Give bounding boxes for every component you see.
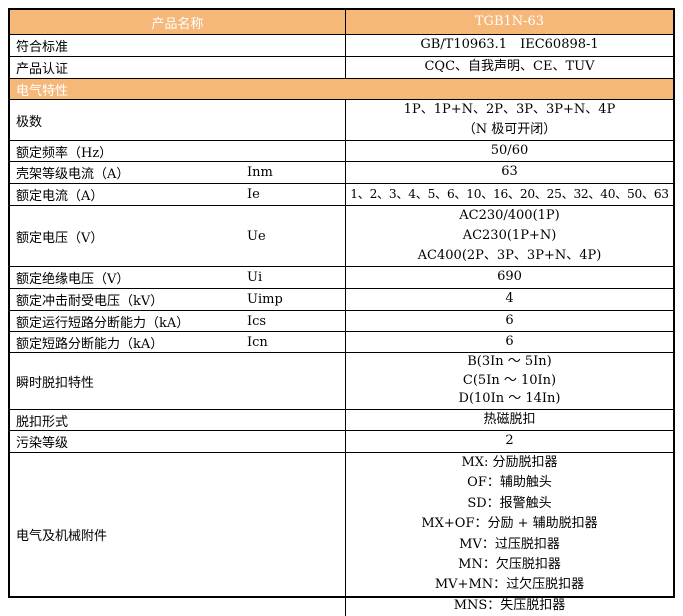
row-label: 额定运行短路分断能力（kA） Ics	[10, 311, 346, 331]
symbol-uimp: Uimp	[247, 292, 283, 307]
product-model: TGB1N-63	[474, 13, 545, 29]
row-value-line: D(10In ～ 14In)	[458, 391, 561, 407]
row-standard: 符合标准 GB/T10963.1 IEC60898-1	[10, 35, 673, 57]
row-frequency: 额定频率（Hz） 50/60	[10, 141, 673, 162]
row-value-line: （N 极可开闭）	[462, 121, 557, 137]
row-label-text: 额定电流（A）	[16, 189, 104, 204]
row-trip-type: 脱扣形式 热磁脱扣	[10, 410, 673, 431]
row-value: CQC、自我声明、CE、TUV	[424, 59, 595, 75]
row-label: 污染等级	[10, 431, 346, 452]
symbol-icn: Icn	[247, 334, 268, 350]
row-label: 符合标准	[10, 35, 346, 56]
row-label-text: 额定短路分断能力（kA）	[16, 336, 164, 352]
row-value-line: OF：辅助触头	[467, 475, 552, 491]
row-label-text: 壳架等级电流（A）	[16, 167, 130, 182]
row-label: 额定电流（A） Ie	[10, 184, 346, 205]
row-value-line: 1P、1P+N、2P、3P、3P+N、4P	[403, 101, 616, 117]
row-value-line: AC230/400(1P)	[459, 207, 560, 223]
row-value-line: MNS：失压脱扣器	[453, 597, 566, 613]
row-value-line: C(5In ～ 10In)	[462, 372, 557, 388]
row-value-line: MN：欠压脱扣器	[458, 556, 561, 572]
row-value: GB/T10963.1 IEC60898-1	[420, 37, 599, 53]
row-insulation-voltage: 额定绝缘电压（V） Ui 690	[10, 267, 673, 289]
row-value: 6	[505, 312, 514, 328]
row-certification: 产品认证 CQC、自我声明、CE、TUV	[10, 57, 673, 79]
row-label: 额定绝缘电压（V） Ui	[10, 267, 346, 288]
row-label-text: 额定运行短路分断能力（kA）	[16, 315, 190, 331]
row-label-text: 额定电压（V）	[16, 230, 104, 246]
row-service-breaking: 额定运行短路分断能力（kA） Ics 6	[10, 311, 673, 332]
section-band-electrical: 电气特性	[10, 79, 673, 100]
row-value: 50/60	[490, 142, 529, 158]
row-label: 额定短路分断能力（kA） Icn	[10, 332, 346, 352]
row-label: 壳架等级电流（A） Inm	[10, 162, 346, 183]
symbol-ui: Ui	[247, 270, 263, 285]
row-label: 额定频率（Hz）	[10, 141, 346, 161]
row-value: 63	[501, 164, 518, 180]
row-poles: 极数 1P、1P+N、2P、3P、3P+N、4P （N 极可开闭）	[10, 100, 673, 141]
row-label: 额定电压（V） Ue	[10, 206, 346, 266]
symbol-inm: Inm	[247, 165, 273, 180]
row-trip-characteristic: 瞬时脱扣特性 B(3In ～ 5In) C(5In ～ 10In) D(10In…	[10, 353, 673, 410]
row-value: 4	[505, 291, 514, 307]
row-label-text: 额定冲击耐受电压（kV）	[16, 294, 164, 309]
header-product-name-cell: 产品名称	[10, 10, 346, 34]
row-impulse-voltage: 额定冲击耐受电压（kV） Uimp 4	[10, 289, 673, 311]
row-accessories: 电气及机械附件 MX: 分励脱扣器 OF：辅助触头 SD：报警触头 MX+OF：…	[10, 453, 673, 616]
row-ultimate-breaking: 额定短路分断能力（kA） Icn 6	[10, 332, 673, 353]
row-label: 额定冲击耐受电压（kV） Uimp	[10, 289, 346, 310]
row-label: 电气及机械附件	[10, 453, 346, 616]
row-value-line: AC400(2P、3P、3P+N、4P)	[417, 247, 602, 263]
row-pollution: 污染等级 2	[10, 431, 673, 453]
row-label: 极数	[10, 100, 346, 140]
header-product-model-cell: TGB1N-63	[346, 10, 673, 34]
row-value: 2	[505, 433, 514, 449]
row-value-line: AC230(1P+N)	[462, 227, 557, 243]
row-frame-current: 壳架等级电流（A） Inm 63	[10, 162, 673, 184]
row-value-line: MX+OF：分励 + 辅助脱扣器	[421, 516, 598, 532]
symbol-ue: Ue	[247, 228, 266, 244]
product-spec-table: 产品名称 TGB1N-63 符合标准 GB/T10963.1 IEC60898-…	[8, 8, 675, 616]
row-value-line: MX: 分励脱扣器	[461, 455, 558, 471]
symbol-ics: Ics	[247, 313, 267, 329]
row-value-line: B(3In ～ 5In)	[467, 354, 552, 370]
row-value-line: MV：过压脱扣器	[459, 536, 560, 552]
table-header-row: 产品名称 TGB1N-63	[10, 10, 673, 35]
row-value: 1、2、3、4、5、6、10、16、20、25、32、40、50、63	[350, 186, 669, 201]
row-value: 热磁脱扣	[483, 411, 536, 427]
row-label: 脱扣形式	[10, 410, 346, 430]
row-value-line: MV+MN：过欠压脱扣器	[434, 577, 585, 593]
row-rated-current: 额定电流（A） Ie 1、2、3、4、5、6、10、16、20、25、32、40…	[10, 184, 673, 206]
row-value: 690	[497, 269, 522, 285]
row-label: 瞬时脱扣特性	[10, 353, 346, 409]
row-value: 6	[505, 333, 514, 349]
row-rated-voltage: 额定电压（V） Ue AC230/400(1P) AC230(1P+N) AC4…	[10, 206, 673, 267]
row-label: 产品认证	[10, 57, 346, 78]
row-value-line: SD：报警触头	[467, 495, 552, 511]
symbol-ie: Ie	[247, 187, 260, 202]
row-label-text: 额定绝缘电压（V）	[16, 272, 130, 287]
